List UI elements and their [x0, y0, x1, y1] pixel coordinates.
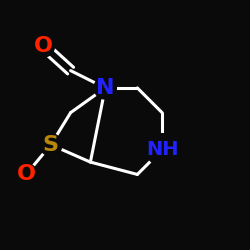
Circle shape [94, 77, 116, 99]
Circle shape [15, 163, 37, 186]
Text: O: O [16, 164, 36, 184]
Text: S: S [43, 135, 59, 155]
Circle shape [146, 134, 178, 166]
Text: O: O [34, 36, 53, 56]
Circle shape [40, 134, 62, 156]
Text: NH: NH [146, 140, 178, 159]
Circle shape [32, 35, 54, 57]
Text: N: N [96, 78, 114, 98]
